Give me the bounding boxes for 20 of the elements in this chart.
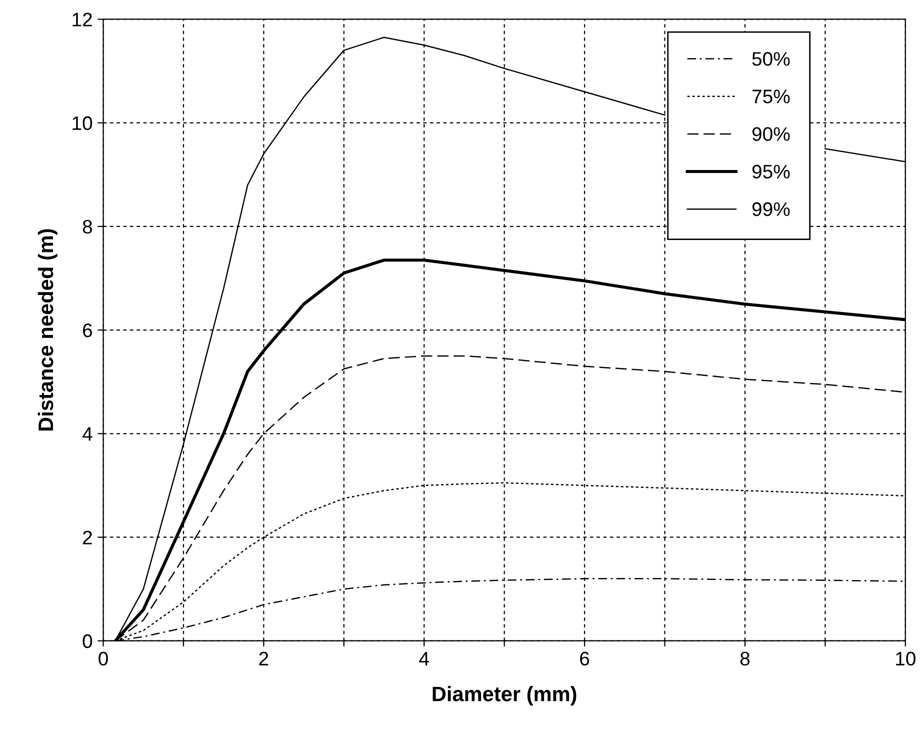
y-axis-title: Distance needed (m) bbox=[38, 229, 58, 431]
y-tick-label: 10 bbox=[72, 116, 92, 130]
x-tick-label: 8 bbox=[740, 652, 750, 666]
legend-label: 90% bbox=[752, 127, 790, 141]
y-tick-label: 2 bbox=[83, 530, 92, 544]
legend-label: 50% bbox=[752, 52, 790, 66]
legend-label: 75% bbox=[752, 90, 790, 104]
x-tick-label: 6 bbox=[580, 652, 590, 666]
x-tick-label: 0 bbox=[98, 652, 108, 666]
y-tick-label: 6 bbox=[83, 324, 92, 338]
x-tick-label: 10 bbox=[896, 652, 916, 666]
x-tick-label: 2 bbox=[259, 652, 268, 666]
legend-label: 99% bbox=[752, 202, 790, 216]
x-axis-title: Diameter (mm) bbox=[432, 686, 576, 706]
y-tick-label: 4 bbox=[82, 427, 92, 441]
y-tick-label: 0 bbox=[82, 634, 92, 648]
legend-label: 95% bbox=[752, 164, 790, 179]
y-tick-label: 12 bbox=[72, 12, 92, 26]
y-tick-label: 8 bbox=[82, 220, 92, 234]
x-tick-label: 4 bbox=[419, 652, 429, 666]
